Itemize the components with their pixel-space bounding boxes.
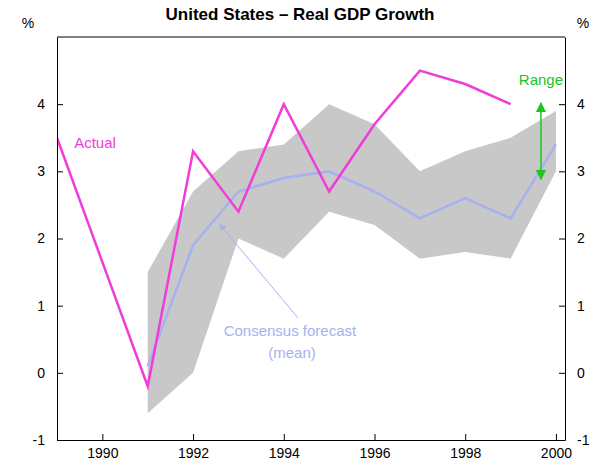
x-axis: 1990 1992 1994 1996 1998 2000 [58,434,573,461]
y2-axis-line [565,38,566,441]
tick-mark [57,373,63,374]
tick-mark [559,306,565,307]
y2-axis: -1 0 1 2 3 4 [559,38,590,448]
plot-area [57,71,556,414]
tick-label: -1 [577,432,590,448]
tick: 3 [37,163,63,179]
tick: 1994 [269,434,300,461]
tick-mark [375,434,376,440]
series-label-line: Consensus forecast [224,322,361,339]
tick: 0 [559,365,585,381]
tick: 2 [37,230,63,246]
y2-axis-title: % [577,15,589,31]
series-line [57,71,511,387]
tick-mark [57,171,63,172]
tick-label: 2 [37,230,45,246]
tick: 3 [559,163,585,179]
tick-mark [284,434,285,440]
tick-label: 1998 [450,445,481,461]
y-axis: -1 0 1 2 3 4 [33,38,63,448]
tick: 1 [559,298,585,314]
range-arrow [540,103,542,179]
range-area [148,104,556,413]
tick: 2 [559,230,585,246]
tick-mark [465,434,466,440]
tick: 1990 [87,434,118,461]
tick-label: 0 [577,365,585,381]
tick: 1998 [450,434,481,461]
tick-mark [57,306,63,307]
tick: 0 [37,365,63,381]
tick: 1992 [178,434,209,461]
tick: 4 [37,96,63,112]
frame-top [57,37,565,38]
tick-label: -1 [33,432,46,448]
tick-label: 1996 [359,445,390,461]
tick: 2000 [541,434,572,461]
series-label-line: (mean) [268,344,316,361]
tick-label: 1 [37,298,45,314]
chart-svg: -1 0 1 2 3 4 -1 0 1 2 3 4 1990 1992 1994 1996 1998 2000 Un… [0,0,600,463]
tick: -1 [33,432,63,448]
tick-label: 3 [37,163,45,179]
tick-label: 1992 [178,445,209,461]
tick-label: 4 [37,96,45,112]
label-pointer [220,224,298,318]
tick-mark [102,434,103,440]
tick-label: 1 [577,298,585,314]
tick-mark [57,239,63,240]
series-label: Consensus forecast (mean) [224,322,361,361]
tick-mark [559,104,565,105]
tick-mark [559,373,565,374]
tick-label: 4 [577,96,585,112]
series-label: Actual [74,134,116,151]
chart-title: United States – Real GDP Growth [166,5,435,24]
tick-mark [193,434,194,440]
tick: 4 [559,96,585,112]
y-axis-title: % [22,15,34,31]
tick-label: 2 [577,230,585,246]
tick-label: 3 [577,163,585,179]
tick-label: 2000 [541,445,572,461]
tick-label: 0 [37,365,45,381]
tick-mark [556,434,557,440]
tick-label: 1990 [87,445,118,461]
tick-mark [559,171,565,172]
x-axis-line [58,440,566,441]
tick-mark [57,104,63,105]
series-line [148,144,556,366]
range-label: Range [519,71,563,88]
tick: 1 [37,298,63,314]
tick-mark [559,239,565,240]
tick-label: 1994 [269,445,300,461]
tick: 1996 [359,434,390,461]
